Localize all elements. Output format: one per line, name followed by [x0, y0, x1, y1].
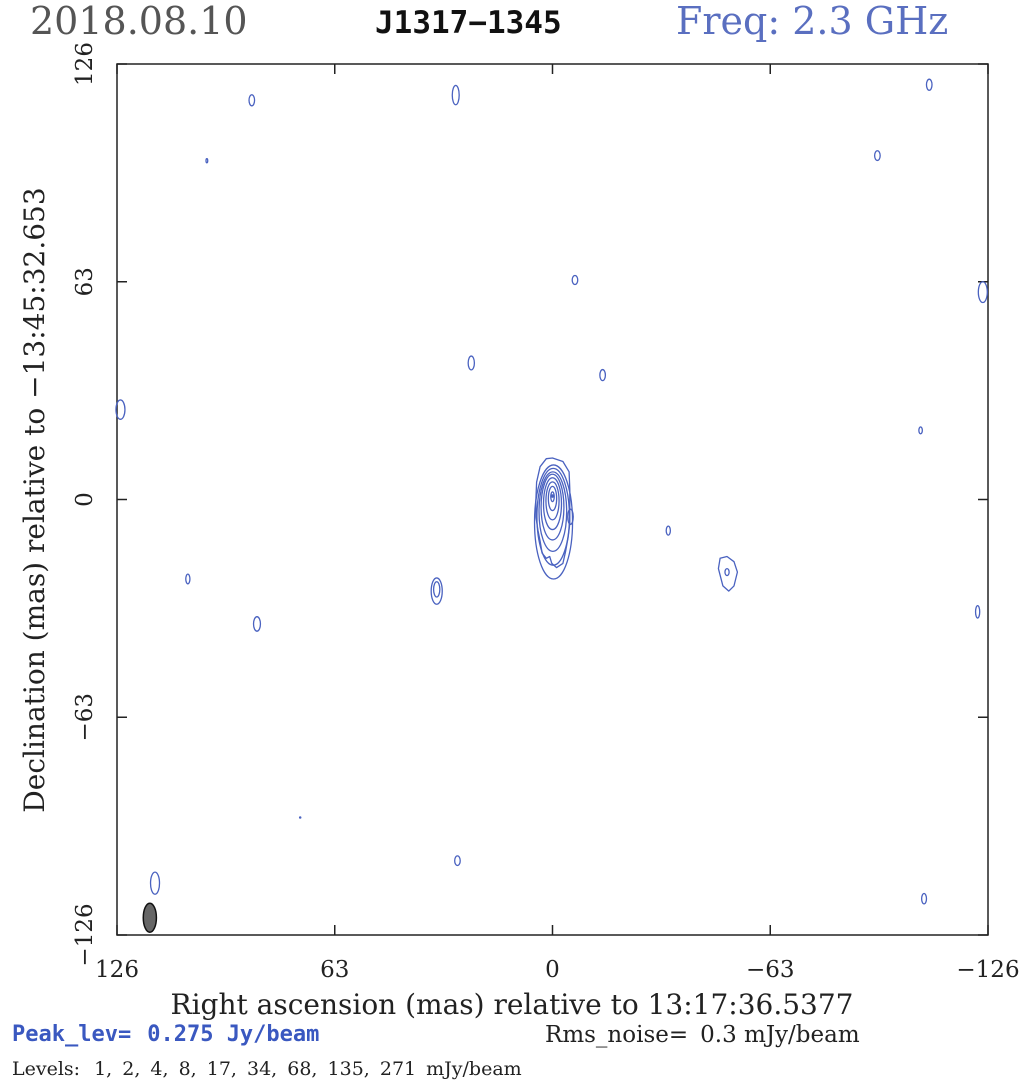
- x-tick-label: 126: [95, 957, 139, 983]
- contour-levels-label: Levels:: [12, 1058, 81, 1080]
- noise-contour: [115, 399, 126, 420]
- x-tick-label: −63: [746, 957, 795, 983]
- y-tick-label: −63: [72, 693, 98, 742]
- y-tick-label: 0: [72, 492, 98, 507]
- core-contour: [550, 491, 555, 503]
- source-name: J1317−1345: [375, 5, 562, 41]
- noise-contour: [467, 355, 476, 371]
- core-peak: [550, 494, 555, 498]
- noise-contour: [918, 426, 923, 435]
- peak-level-label: Peak_lev=: [12, 1022, 132, 1047]
- noise-contour: [298, 816, 302, 819]
- noise-contour: [925, 78, 933, 91]
- noise-contour: [430, 577, 443, 605]
- core-outer-contour: [535, 457, 571, 569]
- jet-knob-contour: [567, 508, 574, 526]
- noise-contour: [665, 525, 672, 536]
- rms-noise-value: 0.3 mJy/beam: [700, 1022, 860, 1048]
- core-contour: [547, 485, 558, 512]
- noise-contour: [599, 368, 607, 382]
- y-tick-label: 63: [72, 267, 98, 296]
- y-axis-label: Declination (mas) relative to −13:45:32.…: [18, 187, 51, 812]
- noise-contour: [873, 150, 881, 162]
- contour-levels-value: 1, 2, 4, 8, 17, 34, 68, 135, 271 mJy/bea…: [94, 1058, 522, 1080]
- peak-level-value: 0.275 Jy/beam: [147, 1022, 320, 1047]
- x-axis-label: Right ascension (mas) relative to 13:17:…: [171, 988, 854, 1020]
- x-tick-label: 63: [320, 957, 349, 983]
- noise-contour: [920, 892, 928, 905]
- core-contour: [536, 467, 571, 566]
- frequency-label: Freq: 2.3 GHz: [676, 0, 949, 43]
- secondary-feature-contour: [717, 555, 739, 592]
- rms-noise-label: Rms_noise=: [545, 1022, 689, 1048]
- core-contour: [545, 481, 560, 521]
- core-contour: [540, 473, 565, 541]
- noise-contour: [185, 573, 191, 585]
- peak-level: Peak_lev= 0.275 Jy/beam: [12, 1022, 319, 1047]
- secondary-feature-inner-contour: [724, 567, 730, 577]
- y-tick-label: 126: [72, 42, 98, 86]
- noise-contour: [571, 274, 579, 286]
- noise-contour: [454, 855, 461, 867]
- beam-ellipse: [142, 902, 158, 933]
- noise-contour: [977, 281, 988, 304]
- noise-contour: [205, 158, 209, 164]
- contour-levels: Levels: 1, 2, 4, 8, 17, 34, 68, 135, 271 …: [12, 1058, 522, 1080]
- noise-contour: [432, 581, 441, 598]
- noise-contour: [252, 616, 262, 632]
- contour-lines: [115, 78, 988, 933]
- observation-date: 2018.08.10: [30, 0, 248, 43]
- noise-contour: [248, 94, 256, 107]
- core-contour: [542, 477, 563, 531]
- noise-contour: [149, 871, 161, 895]
- plot-frame: [116, 63, 989, 936]
- noise-contour: [974, 604, 981, 619]
- tick-marks: [116, 63, 989, 936]
- rms-noise: Rms_noise= 0.3 mJy/beam: [545, 1022, 860, 1048]
- core-contour: [538, 471, 568, 552]
- noise-contour: [451, 84, 460, 106]
- y-tick-label: −126: [72, 903, 98, 966]
- x-tick-label: 0: [545, 957, 560, 983]
- x-tick-label: −126: [956, 957, 1019, 983]
